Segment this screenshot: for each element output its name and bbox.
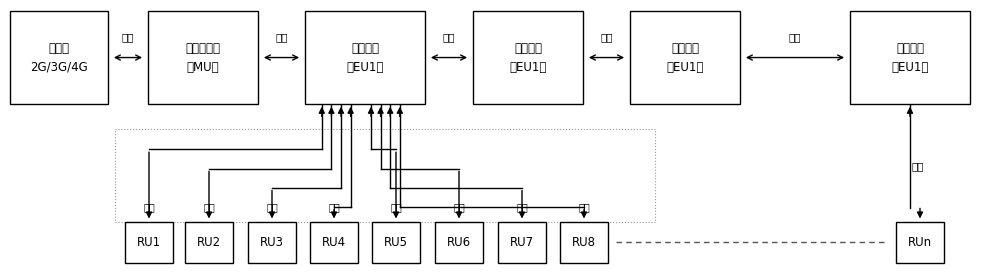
Bar (896, 222, 944, 263)
Bar (630, 11, 740, 104)
Text: RU5: RU5 (384, 236, 408, 249)
Bar (148, 11, 258, 104)
Text: RU1: RU1 (137, 236, 161, 249)
Bar (435, 222, 483, 263)
Text: 光纤: 光纤 (328, 202, 340, 212)
Text: 光纤: 光纤 (600, 33, 613, 42)
Bar (310, 222, 358, 263)
Text: 光纤: 光纤 (143, 202, 155, 212)
Text: RU6: RU6 (447, 236, 471, 249)
Text: 光纤: 光纤 (789, 33, 801, 42)
Text: RU7: RU7 (510, 236, 534, 249)
Text: 信号源
2G/3G/4G: 信号源 2G/3G/4G (30, 42, 88, 73)
Text: RU2: RU2 (197, 236, 221, 249)
Text: 扩展单元
（EU1）: 扩展单元 （EU1） (509, 42, 547, 73)
Text: 光纤: 光纤 (266, 202, 278, 212)
Bar (473, 11, 583, 104)
Text: 光纤: 光纤 (516, 202, 528, 212)
Text: 主接入单元
（MU）: 主接入单元 （MU） (186, 42, 220, 73)
Bar (185, 222, 233, 263)
Text: RU3: RU3 (260, 236, 284, 249)
Text: 光纤: 光纤 (390, 202, 402, 212)
Bar (372, 222, 420, 263)
Bar (560, 222, 608, 263)
Bar (850, 11, 970, 104)
Text: RU8: RU8 (572, 236, 596, 249)
Text: 光纤: 光纤 (275, 33, 288, 42)
Bar (305, 11, 425, 104)
Text: 馈线: 馈线 (122, 33, 134, 42)
Text: 光纤: 光纤 (912, 161, 924, 171)
Text: 光纤: 光纤 (203, 202, 215, 212)
Text: 扩展单元
（EU1）: 扩展单元 （EU1） (666, 42, 704, 73)
Bar (498, 222, 546, 263)
Text: 扩展单元
（EU1）: 扩展单元 （EU1） (891, 42, 929, 73)
Text: RUn: RUn (908, 236, 932, 249)
Text: 光纤: 光纤 (578, 202, 590, 212)
Text: RU4: RU4 (322, 236, 346, 249)
Bar (248, 222, 296, 263)
Text: 光纤: 光纤 (453, 202, 465, 212)
Bar (125, 222, 173, 263)
Bar (10, 11, 108, 104)
Text: 扩展单元
（EU1）: 扩展单元 （EU1） (346, 42, 384, 73)
Text: 光纤: 光纤 (443, 33, 455, 42)
